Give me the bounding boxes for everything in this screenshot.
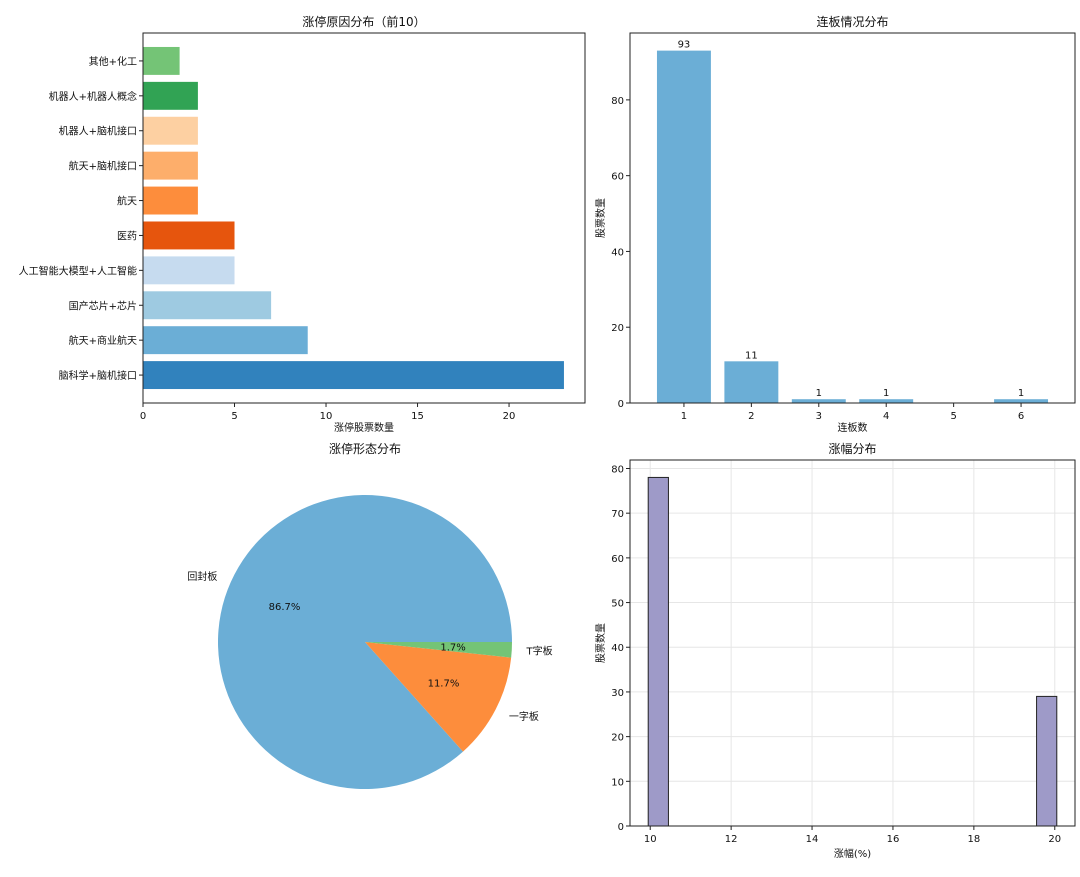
gain-xtick-label: 12	[725, 834, 738, 845]
reason-bar	[143, 326, 308, 355]
gain-ytick-label: 50	[611, 599, 624, 610]
reason-category-label: 医药	[117, 230, 137, 242]
streak-xtick-label: 1	[681, 411, 687, 422]
reason-category-label: 机器人+机器人概念	[49, 90, 137, 103]
pattern-chart: 回封板 86.7% 一字板 11.7% T字板 1.7% 涨停形态分布	[187, 441, 553, 790]
reason-bar	[143, 116, 198, 145]
gain-xtick-label: 14	[806, 834, 819, 845]
streak-ytick-label: 60	[611, 172, 624, 183]
reason-xtick-label: 20	[503, 411, 516, 422]
reason-xlabel: 涨停股票数量	[334, 421, 394, 434]
reason-xtick-label: 5	[231, 411, 237, 422]
streak-ytick-label: 20	[611, 323, 624, 334]
reason-category-label: 航天+商业航天	[69, 334, 137, 347]
streak-ytick-label: 40	[611, 247, 624, 258]
gain-xtick-label: 20	[1048, 834, 1061, 845]
reason-bar	[143, 361, 564, 390]
streak-ytick-label: 80	[611, 96, 624, 107]
pattern-slice-label: 回封板	[187, 570, 217, 583]
streak-ylabel: 股票数量	[594, 198, 607, 238]
streak-data-label: 1	[883, 388, 889, 399]
streak-xtick-label: 6	[1018, 411, 1024, 422]
streak-data-label: 11	[745, 350, 758, 361]
gain-ytick-label: 30	[611, 688, 624, 699]
gain-xtick-label: 10	[644, 834, 657, 845]
gain-title: 涨幅分布	[828, 441, 876, 456]
reason-bar	[143, 291, 272, 320]
pattern-slice	[217, 495, 513, 790]
streak-data-label: 1	[816, 388, 822, 399]
reason-category-label: 机器人+脑机接口	[59, 125, 137, 138]
gain-xlabel: 涨幅(%)	[834, 847, 871, 860]
streak-ytick-label: 0	[618, 399, 624, 410]
pattern-slice-label: 一字板	[509, 710, 539, 723]
streak-data-label: 1	[1018, 388, 1024, 399]
streak-xlabel: 连板数	[838, 421, 868, 434]
gain-xtick-label: 16	[887, 834, 900, 845]
gain-ytick-label: 60	[611, 554, 624, 565]
streak-title: 连板情况分布	[816, 14, 888, 29]
gain-ytick-label: 80	[611, 464, 624, 475]
reason-bar	[143, 186, 198, 215]
pattern-title: 涨停形态分布	[329, 441, 401, 456]
streak-data-label: 93	[678, 40, 691, 51]
pattern-pct-label: 86.7%	[269, 602, 301, 613]
gain-ytick-label: 0	[618, 822, 624, 833]
reason-category-label: 航天	[117, 195, 137, 208]
pattern-slice-label: T字板	[525, 645, 552, 658]
reason-bar	[143, 46, 180, 75]
reason-bar	[143, 151, 198, 180]
gain-bar	[1036, 695, 1058, 827]
gain-xtick-label: 18	[967, 834, 980, 845]
reason-category-label: 人工智能大模型+人工智能	[19, 264, 137, 277]
reason-category-label: 脑科学+脑机接口	[59, 369, 137, 382]
reason-bar	[143, 81, 198, 110]
streak-xtick-label: 4	[883, 411, 889, 422]
streak-bar	[656, 50, 711, 403]
reason-bar	[143, 256, 235, 285]
gain-ytick-label: 10	[611, 777, 624, 788]
streak-axes	[629, 32, 1076, 404]
pattern-pct-label: 11.7%	[428, 678, 460, 689]
reason-category-label: 航天+脑机接口	[69, 160, 137, 173]
streak-bar	[791, 399, 846, 403]
reason-xtick-label: 15	[411, 411, 424, 422]
streak-xtick-label: 3	[816, 411, 822, 422]
gain-axes	[629, 459, 1076, 827]
reason-xtick-label: 10	[320, 411, 333, 422]
pattern-slice	[365, 642, 512, 658]
pattern-slice	[365, 642, 512, 752]
gain-ytick-label: 40	[611, 643, 624, 654]
gain-ylabel: 股票数量	[594, 623, 607, 663]
reason-bar	[143, 221, 235, 250]
gain-bar	[647, 476, 669, 827]
streak-bar	[994, 399, 1049, 403]
streak-bar	[724, 361, 779, 403]
streak-bar	[859, 399, 914, 403]
streak-xtick-label: 2	[748, 411, 754, 422]
reason-category-label: 国产芯片+芯片	[69, 299, 137, 312]
streak-xtick-label: 5	[950, 411, 956, 422]
pattern-pct-label: 1.7%	[440, 643, 465, 654]
reason-title: 涨停原因分布（前10）	[302, 14, 425, 29]
gain-ytick-label: 70	[611, 509, 624, 520]
reason-category-label: 其他+化工	[89, 55, 137, 68]
gain-ytick-label: 20	[611, 733, 624, 744]
reason-xtick-label: 0	[140, 411, 146, 422]
reason-axes	[142, 32, 586, 404]
